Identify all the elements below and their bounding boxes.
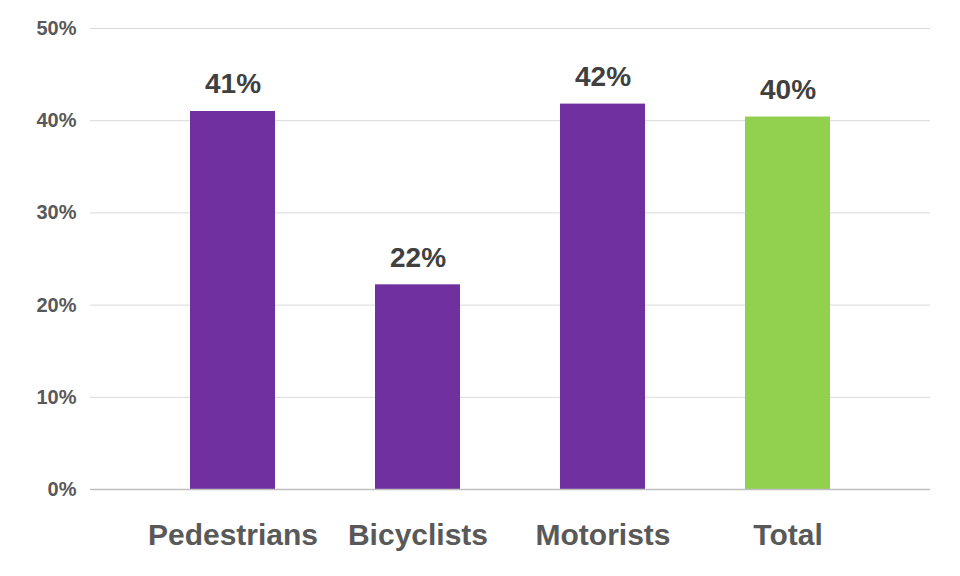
svg-text:22%: 22%	[390, 242, 446, 273]
svg-text:Motorists: Motorists	[536, 518, 671, 551]
svg-text:40%: 40%	[760, 74, 816, 105]
svg-text:30%: 30%	[36, 201, 76, 223]
svg-text:Bicyclists: Bicyclists	[348, 518, 488, 551]
svg-text:42%: 42%	[575, 61, 631, 92]
svg-text:Pedestrians: Pedestrians	[148, 518, 318, 551]
svg-text:50%: 50%	[36, 17, 76, 39]
svg-text:Total: Total	[753, 518, 822, 551]
svg-text:41%: 41%	[205, 68, 261, 99]
svg-text:40%: 40%	[36, 109, 76, 131]
svg-text:0%: 0%	[48, 478, 77, 500]
svg-text:20%: 20%	[36, 294, 76, 316]
svg-text:10%: 10%	[36, 386, 76, 408]
